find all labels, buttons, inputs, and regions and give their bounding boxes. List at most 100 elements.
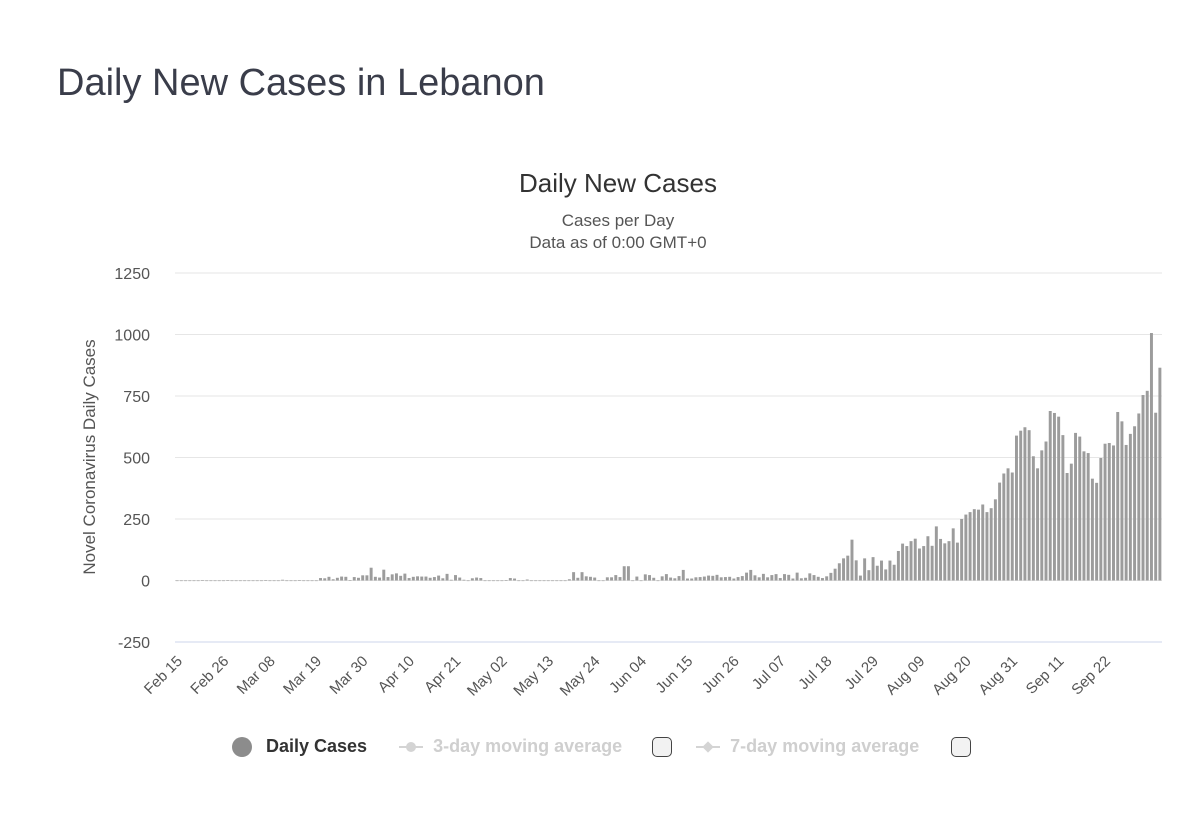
bar[interactable] xyxy=(643,574,647,581)
bar[interactable] xyxy=(686,578,689,581)
bar[interactable] xyxy=(850,539,854,581)
bar[interactable] xyxy=(259,580,263,582)
bar[interactable] xyxy=(285,580,289,582)
bar[interactable] xyxy=(1112,445,1115,581)
bar[interactable] xyxy=(842,558,846,581)
bar[interactable] xyxy=(854,560,858,581)
bar[interactable] xyxy=(1031,456,1035,581)
bar[interactable] xyxy=(884,569,888,581)
bar[interactable] xyxy=(778,578,782,581)
bar[interactable] xyxy=(323,578,327,581)
bar[interactable] xyxy=(226,580,230,581)
bar[interactable] xyxy=(251,580,255,582)
bar[interactable] xyxy=(394,573,398,581)
bar[interactable] xyxy=(293,580,297,582)
bar[interactable] xyxy=(829,572,833,581)
bar[interactable] xyxy=(445,573,449,581)
bar[interactable] xyxy=(1078,436,1082,581)
bar[interactable] xyxy=(1002,473,1006,581)
bar[interactable] xyxy=(1145,390,1149,581)
bar[interactable] xyxy=(1044,441,1048,581)
bar[interactable] xyxy=(677,576,681,581)
bar[interactable] xyxy=(331,579,335,581)
bar[interactable] xyxy=(222,580,225,582)
bar[interactable] xyxy=(977,509,980,581)
bar[interactable] xyxy=(344,576,348,581)
bar[interactable] xyxy=(757,577,761,581)
legend-item-7-day-average[interactable]: 7-day moving average xyxy=(696,736,919,757)
bar[interactable] xyxy=(184,580,188,582)
bar[interactable] xyxy=(538,580,542,582)
bar[interactable] xyxy=(373,576,377,581)
bar[interactable] xyxy=(1116,411,1120,581)
bar[interactable] xyxy=(989,508,993,581)
bar[interactable] xyxy=(626,566,630,581)
bar[interactable] xyxy=(618,577,622,581)
bar[interactable] xyxy=(572,572,576,581)
bar[interactable] xyxy=(846,555,850,581)
bar[interactable] xyxy=(888,560,892,581)
bar[interactable] xyxy=(981,504,985,581)
bar[interactable] xyxy=(732,578,736,581)
bar[interactable] xyxy=(1061,435,1065,581)
bar[interactable] xyxy=(1124,444,1128,581)
bar[interactable] xyxy=(382,569,386,581)
bar[interactable] xyxy=(441,578,445,581)
bar[interactable] xyxy=(1141,395,1145,581)
bar[interactable] xyxy=(1010,472,1014,581)
bar[interactable] xyxy=(858,575,862,581)
bar[interactable] xyxy=(960,519,964,581)
bar[interactable] xyxy=(238,580,242,582)
bar[interactable] xyxy=(930,545,934,581)
checkbox-7-day-average[interactable] xyxy=(951,736,972,757)
bar[interactable] xyxy=(559,580,563,582)
bar[interactable] xyxy=(1154,412,1158,581)
bar[interactable] xyxy=(175,580,179,582)
bar[interactable] xyxy=(736,577,740,581)
bar[interactable] xyxy=(917,548,921,581)
bar[interactable] xyxy=(196,580,200,582)
bar[interactable] xyxy=(968,512,972,581)
bar[interactable] xyxy=(500,580,504,582)
bar[interactable] xyxy=(939,538,943,581)
bar[interactable] xyxy=(200,580,204,581)
bar[interactable] xyxy=(496,580,500,582)
bar[interactable] xyxy=(432,577,436,581)
bar[interactable] xyxy=(723,577,727,581)
bar[interactable] xyxy=(707,575,711,581)
bar[interactable] xyxy=(302,580,306,582)
bar[interactable] xyxy=(774,574,778,581)
bar[interactable] xyxy=(1040,450,1044,581)
bar[interactable] xyxy=(365,575,369,581)
bar[interactable] xyxy=(812,575,816,581)
bar[interactable] xyxy=(504,580,508,581)
bar[interactable] xyxy=(369,567,373,581)
bar[interactable] xyxy=(745,572,749,581)
bar[interactable] xyxy=(1015,435,1018,581)
bar[interactable] xyxy=(1057,416,1061,581)
bar[interactable] xyxy=(529,580,533,582)
bar[interactable] xyxy=(1036,468,1040,581)
bar[interactable] xyxy=(690,578,694,581)
bar[interactable] xyxy=(605,577,609,581)
legend-item-3-day-average[interactable]: 3-day moving average xyxy=(399,736,622,757)
bar[interactable] xyxy=(306,580,310,582)
bar[interactable] xyxy=(892,564,896,581)
bar[interactable] xyxy=(820,578,824,581)
bar[interactable] xyxy=(728,576,732,581)
bar[interactable] xyxy=(1107,442,1111,581)
bar[interactable] xyxy=(1095,482,1099,581)
bar[interactable] xyxy=(597,580,601,582)
bar[interactable] xyxy=(601,580,605,582)
bar[interactable] xyxy=(711,575,715,581)
bar[interactable] xyxy=(179,580,183,582)
bar[interactable] xyxy=(1048,411,1052,581)
bar[interactable] xyxy=(1149,333,1153,581)
bar[interactable] xyxy=(272,580,276,582)
bar[interactable] xyxy=(909,541,913,581)
bar[interactable] xyxy=(588,576,592,581)
bar[interactable] xyxy=(947,541,951,581)
bar[interactable] xyxy=(551,580,554,582)
bar[interactable] xyxy=(804,577,808,581)
bar[interactable] xyxy=(297,580,301,581)
